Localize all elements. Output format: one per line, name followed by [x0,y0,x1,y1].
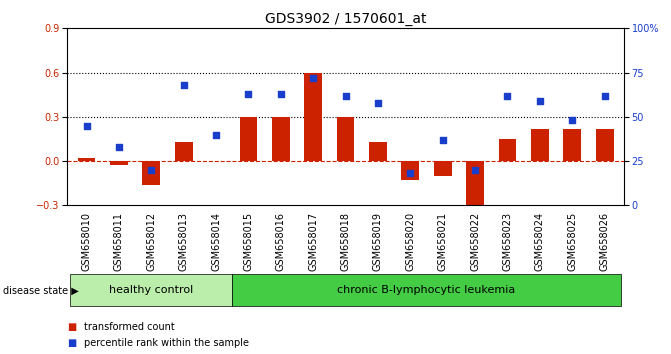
Point [437,137,448,143]
Point [372,100,383,105]
Bar [70,274,232,306]
Bar [531,129,549,161]
Title: GDS3902 / 1570601_at: GDS3902 / 1570601_at [265,12,426,26]
Point [535,98,546,104]
Point [470,167,480,173]
Point [113,144,124,150]
Point [599,93,610,98]
Point [502,93,513,98]
Text: ■: ■ [67,322,76,332]
Point [405,171,416,176]
Point [178,82,189,88]
Bar [142,161,160,185]
Text: chronic B-lymphocytic leukemia: chronic B-lymphocytic leukemia [338,285,515,295]
Point [211,132,221,137]
Bar [240,117,258,161]
Text: ■: ■ [67,338,76,348]
Bar [174,142,193,161]
Bar [337,117,354,161]
Bar [272,117,290,161]
Text: disease state ▶: disease state ▶ [3,285,79,295]
Point [243,91,254,97]
Bar [466,161,484,208]
Point [567,118,578,123]
Text: transformed count: transformed count [84,322,174,332]
Bar [369,142,387,161]
Bar [596,129,613,161]
Point [275,91,286,97]
Bar [499,139,517,161]
Bar [110,161,127,166]
Text: percentile rank within the sample: percentile rank within the sample [84,338,249,348]
Point [340,93,351,98]
Bar [433,161,452,176]
Point [146,167,156,173]
Bar [564,129,581,161]
Text: healthy control: healthy control [109,285,193,295]
Bar [78,158,95,161]
Bar [401,161,419,180]
Point [81,123,92,129]
Bar [304,73,322,161]
Point [308,75,319,81]
Bar [232,274,621,306]
